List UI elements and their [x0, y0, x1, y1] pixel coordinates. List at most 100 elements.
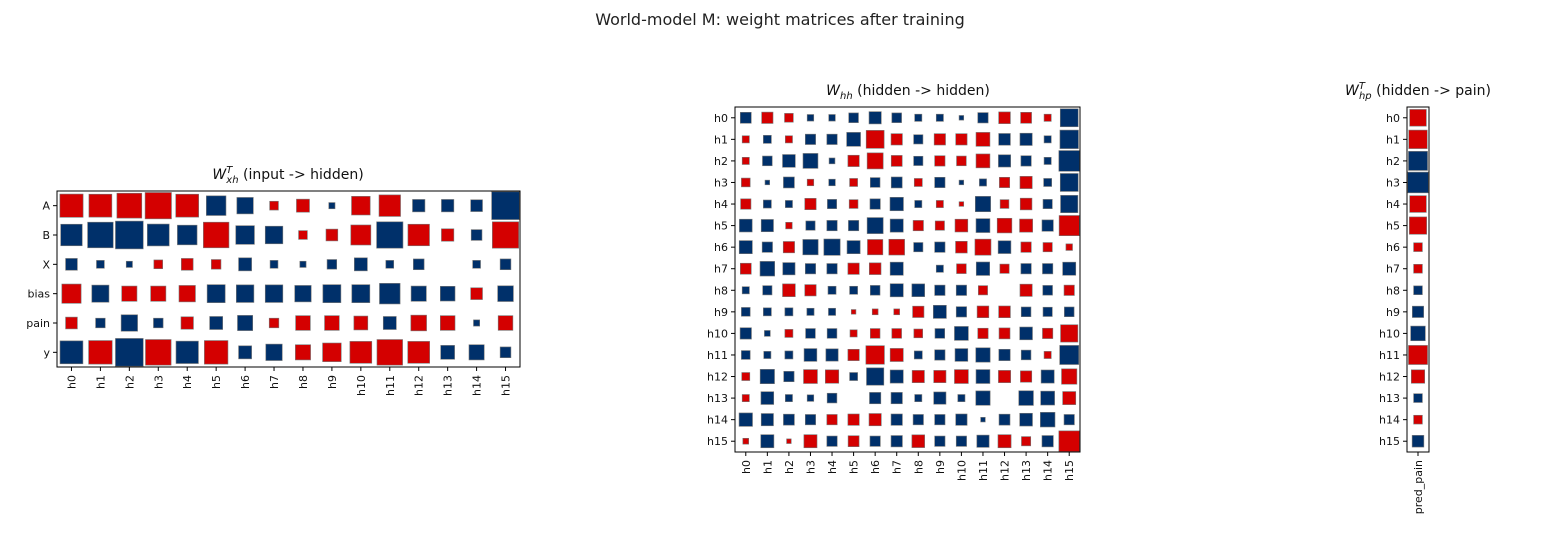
hinton-cell — [888, 238, 905, 256]
row-tick-label: pain — [26, 317, 50, 330]
hinton-cell — [177, 224, 198, 246]
hinton-cell — [206, 195, 227, 216]
hinton-cell — [804, 263, 816, 275]
hinton-cell — [760, 391, 775, 405]
col-tick-label: h9 — [934, 460, 947, 474]
plot-frame-hidden-pain — [1406, 106, 1430, 453]
hinton-cell — [235, 225, 255, 245]
hinton-cell — [1058, 150, 1080, 172]
hinton-cell — [299, 260, 307, 268]
hinton-cell — [1410, 369, 1426, 384]
hinton-cell — [376, 221, 404, 249]
hinton-cell — [761, 241, 773, 253]
hinton-cell — [1059, 345, 1080, 365]
hinton-cell — [322, 284, 342, 303]
hinton-cell — [324, 315, 340, 331]
hinton-cell — [912, 414, 924, 426]
hinton-cell — [378, 194, 401, 217]
hinton-cell — [932, 304, 947, 319]
col-tick-label: h15 — [1063, 460, 1076, 481]
col-tick-label: h13 — [442, 375, 455, 396]
hinton-cell — [871, 308, 879, 316]
col-tick-label: h3 — [804, 460, 817, 474]
hinton-cell — [1042, 306, 1053, 317]
row-tick-label: h15 — [1379, 435, 1400, 448]
hinton-cell — [1018, 390, 1034, 406]
hinton-cell — [206, 284, 226, 303]
hinton-cell — [804, 284, 817, 297]
col-tick-label: h2 — [783, 460, 796, 474]
hinton-cell — [354, 257, 368, 272]
hinton-cell — [351, 284, 371, 303]
title-superscript: T — [226, 165, 233, 176]
row-tick-label: h13 — [1379, 392, 1400, 405]
panel-title-hidden-pain: WT hp (hidden -> pain) — [1345, 81, 1491, 102]
hinton-cell — [1043, 351, 1052, 359]
hinton-cell — [974, 238, 992, 256]
hinton-cell — [955, 284, 967, 296]
hinton-cell — [848, 112, 859, 123]
hinton-cell — [763, 307, 772, 317]
col-tick-label: h4 — [826, 460, 839, 474]
hinton-cell — [738, 412, 753, 427]
hinton-cell — [828, 157, 836, 165]
hinton-cell — [412, 199, 426, 213]
hinton-cell — [322, 342, 342, 362]
hinton-cell — [975, 369, 991, 384]
hinton-cell — [827, 199, 837, 209]
hinton-cell — [269, 200, 279, 211]
hinton-cell — [998, 133, 1011, 146]
hinton-cell — [741, 394, 750, 402]
hinton-cell — [849, 285, 858, 295]
hinton-cell — [1040, 369, 1055, 384]
col-tick-label: h8 — [912, 460, 925, 474]
hinton-cell — [1059, 173, 1079, 192]
hinton-cell — [1042, 242, 1053, 253]
hinton-cell — [849, 178, 858, 187]
hinton-cell — [762, 285, 773, 296]
title-subscript: hp — [1359, 91, 1372, 102]
hinton-cell — [742, 437, 749, 445]
hinton-cell — [955, 306, 967, 318]
hinton-cell — [890, 435, 903, 448]
hinton-cell — [468, 344, 485, 361]
hinton-cell — [977, 327, 989, 339]
row-tick-label: h12 — [707, 371, 728, 384]
hinton-cell — [935, 113, 944, 122]
hinton-cell — [1065, 243, 1073, 251]
hinton-cell — [826, 220, 838, 232]
hinton-cell — [954, 369, 969, 384]
hinton-cell — [828, 114, 836, 122]
hinton-cell — [913, 328, 923, 339]
hinton-cell — [440, 286, 456, 302]
hinton-cell — [349, 341, 373, 364]
col-tick-label: h1 — [94, 375, 107, 389]
row-tick-label: h10 — [1379, 327, 1400, 340]
hinton-cell — [211, 259, 222, 270]
hinton-cell — [1019, 132, 1033, 146]
hinton-cell — [976, 434, 990, 448]
hinton-cell — [784, 113, 794, 123]
hinton-cell — [804, 414, 816, 426]
hinton-cell — [889, 369, 904, 384]
hinton-cell — [410, 285, 427, 302]
hinton-cell — [913, 178, 923, 187]
hinton-cell — [802, 153, 819, 169]
col-tick-label: h15 — [500, 375, 513, 396]
hinton-cell — [1410, 325, 1426, 342]
hinton-cell — [975, 132, 991, 147]
hinton-cell — [410, 314, 427, 332]
hinton-cell — [1408, 345, 1428, 365]
hinton-cell — [954, 348, 969, 362]
title-symbol: W — [212, 167, 227, 183]
hinton-cell — [204, 340, 229, 365]
hinton-cell — [739, 262, 752, 275]
hinton-cell — [238, 345, 252, 360]
hinton-cell — [1411, 435, 1425, 448]
hinton-cell — [1020, 241, 1032, 253]
hinton-cell — [998, 154, 1011, 168]
hinton-cell — [1020, 112, 1032, 124]
hinton-cell — [209, 316, 223, 330]
hinton-cell — [850, 309, 857, 315]
plot-frame-input-hidden — [56, 190, 521, 368]
